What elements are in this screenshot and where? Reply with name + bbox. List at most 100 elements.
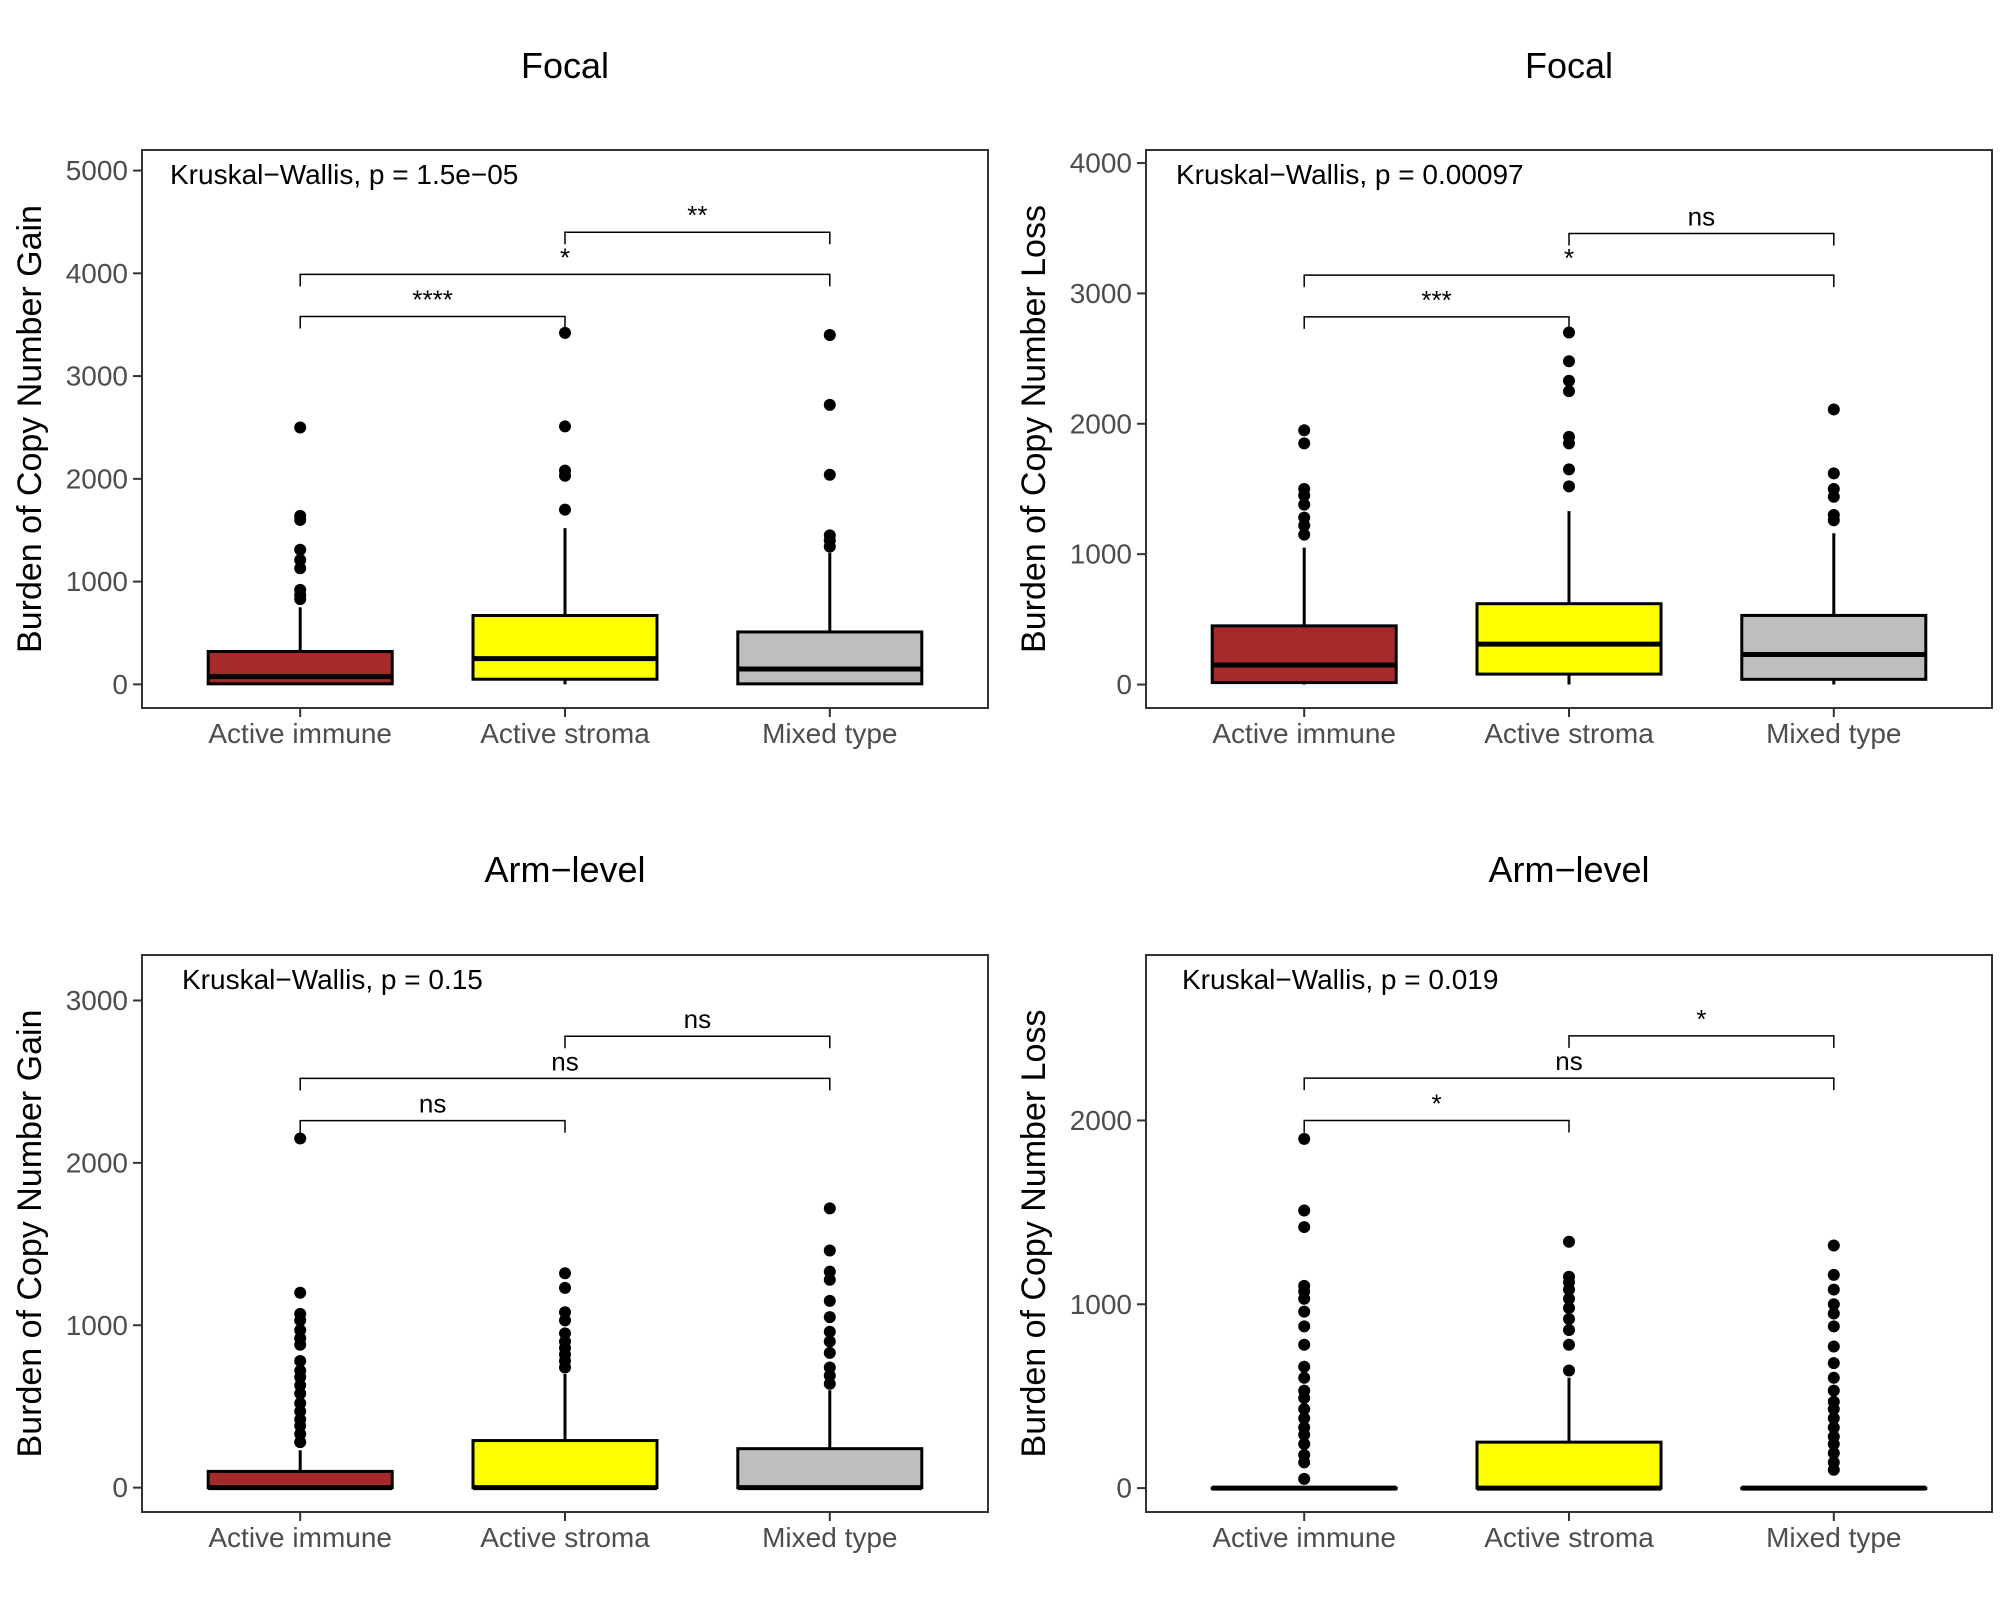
y-tick-label: 2000 <box>66 1147 128 1178</box>
box <box>471 614 659 681</box>
outlier-point <box>294 421 307 434</box>
comparison-bracket <box>1303 316 1570 329</box>
significance-label: * <box>560 242 570 272</box>
comparison-bracket <box>564 231 831 245</box>
outlier-point <box>1298 1437 1311 1450</box>
outlier-point <box>1298 1421 1311 1434</box>
y-tick-label: 1000 <box>1070 1289 1132 1320</box>
significance-label: ns <box>419 1089 446 1119</box>
panel-3: Arm−level Burden of Copy Number Gain 0 1000… <box>11 849 989 1553</box>
x-tick-label: Active stroma <box>1484 718 1654 749</box>
outlier-point <box>1827 1239 1840 1252</box>
outlier-point <box>1827 1307 1840 1320</box>
outlier-point <box>1298 498 1311 511</box>
box <box>736 630 924 686</box>
outlier-point <box>1298 1371 1311 1384</box>
significance-label: **** <box>412 284 452 314</box>
outlier-point <box>1827 1456 1840 1469</box>
outlier-point <box>1827 1430 1840 1443</box>
outlier-point <box>294 1286 307 1299</box>
outlier-point <box>559 326 571 339</box>
significance-label: ns <box>684 1004 711 1034</box>
y-tick-label: 2000 <box>1070 408 1132 439</box>
outlier-point <box>1827 1298 1840 1311</box>
outlier-point <box>1298 1384 1311 1397</box>
outlier-point <box>1563 463 1575 476</box>
y-tick-label: 1000 <box>66 566 128 597</box>
y-tick-label: 4000 <box>1070 148 1132 179</box>
outlier-point <box>294 583 307 596</box>
comparison-bracket <box>299 1119 566 1133</box>
significance-label: * <box>1564 243 1574 273</box>
outlier-point <box>1298 1279 1311 1292</box>
panel-2: Focal Burden of Copy Number Loss 0 1000 2000… <box>1015 45 1993 749</box>
outlier-point <box>294 1307 307 1320</box>
outlier-point <box>559 503 571 516</box>
comparison-bracket <box>1568 232 1835 246</box>
box <box>471 1439 659 1490</box>
outlier-point <box>1563 1338 1575 1351</box>
outlier-point <box>823 1346 836 1359</box>
box <box>1740 613 1928 681</box>
outlier-point <box>1298 1449 1311 1462</box>
outlier-point <box>294 1364 307 1377</box>
x-tick-label: Active immune <box>1212 718 1396 749</box>
outlier-point <box>823 1361 836 1374</box>
y-tick-label: 2000 <box>1070 1105 1132 1136</box>
outlier-point <box>559 1281 571 1294</box>
y-tick-label: 2000 <box>66 463 128 494</box>
comparison-bracket <box>1568 1035 1835 1048</box>
outlier-point <box>559 420 571 433</box>
panel-title: Arm−level <box>1488 849 1649 890</box>
outlier-point <box>1298 1305 1311 1318</box>
outlier-point <box>1563 1364 1575 1377</box>
panel-title: Focal <box>521 45 609 86</box>
kruskal-wallis-annotation: Kruskal−Wallis, p = 0.15 <box>182 964 483 995</box>
outlier-point <box>1563 355 1575 368</box>
box <box>1475 1440 1663 1490</box>
y-tick-label: 3000 <box>66 361 128 392</box>
outlier-point <box>559 1267 571 1280</box>
outlier-point <box>294 554 307 567</box>
outlier-point <box>1563 1324 1575 1337</box>
significance-label: ns <box>551 1046 578 1076</box>
outlier-point <box>1827 509 1840 522</box>
significance-label: ns <box>1688 201 1715 231</box>
outlier-point <box>1827 1268 1840 1281</box>
significance-label: ** <box>687 200 707 230</box>
box <box>736 1447 924 1490</box>
box <box>1475 602 1663 676</box>
outlier-point <box>1298 511 1311 524</box>
kruskal-wallis-annotation: Kruskal−Wallis, p = 0.00097 <box>1176 159 1524 190</box>
outlier-point <box>1298 1221 1311 1234</box>
significance-label: ns <box>1555 1046 1582 1076</box>
outlier-point <box>1563 1292 1575 1305</box>
y-tick-label: 1000 <box>66 1310 128 1341</box>
outlier-point <box>1563 1235 1575 1248</box>
outlier-point <box>1298 1132 1311 1145</box>
panel-4: Arm−level Burden of Copy Number Loss 0 1000… <box>1015 849 1993 1553</box>
outlier-point <box>1563 430 1575 443</box>
outlier-point <box>1298 437 1311 450</box>
comparison-bracket <box>1303 274 1835 288</box>
outlier-point <box>1298 1412 1311 1425</box>
outlier-point <box>1827 1412 1840 1425</box>
y-tick-label: 1000 <box>1070 539 1132 570</box>
outlier-point <box>1827 1384 1840 1397</box>
y-tick-label: 4000 <box>66 258 128 289</box>
outlier-point <box>823 398 836 411</box>
outlier-point <box>294 1354 307 1367</box>
outlier-point <box>1827 403 1840 416</box>
x-tick-label: Active stroma <box>1484 1522 1654 1553</box>
outlier-point <box>1563 374 1575 387</box>
outlier-point <box>294 509 307 522</box>
x-tick-label: Active stroma <box>480 718 650 749</box>
outlier-point <box>1298 1338 1311 1351</box>
outlier-point <box>823 1244 836 1257</box>
comparison-bracket <box>1303 1119 1570 1133</box>
outlier-point <box>823 1202 836 1215</box>
x-tick-label: Active immune <box>1212 1522 1396 1553</box>
panel-title: Arm−level <box>484 849 645 890</box>
